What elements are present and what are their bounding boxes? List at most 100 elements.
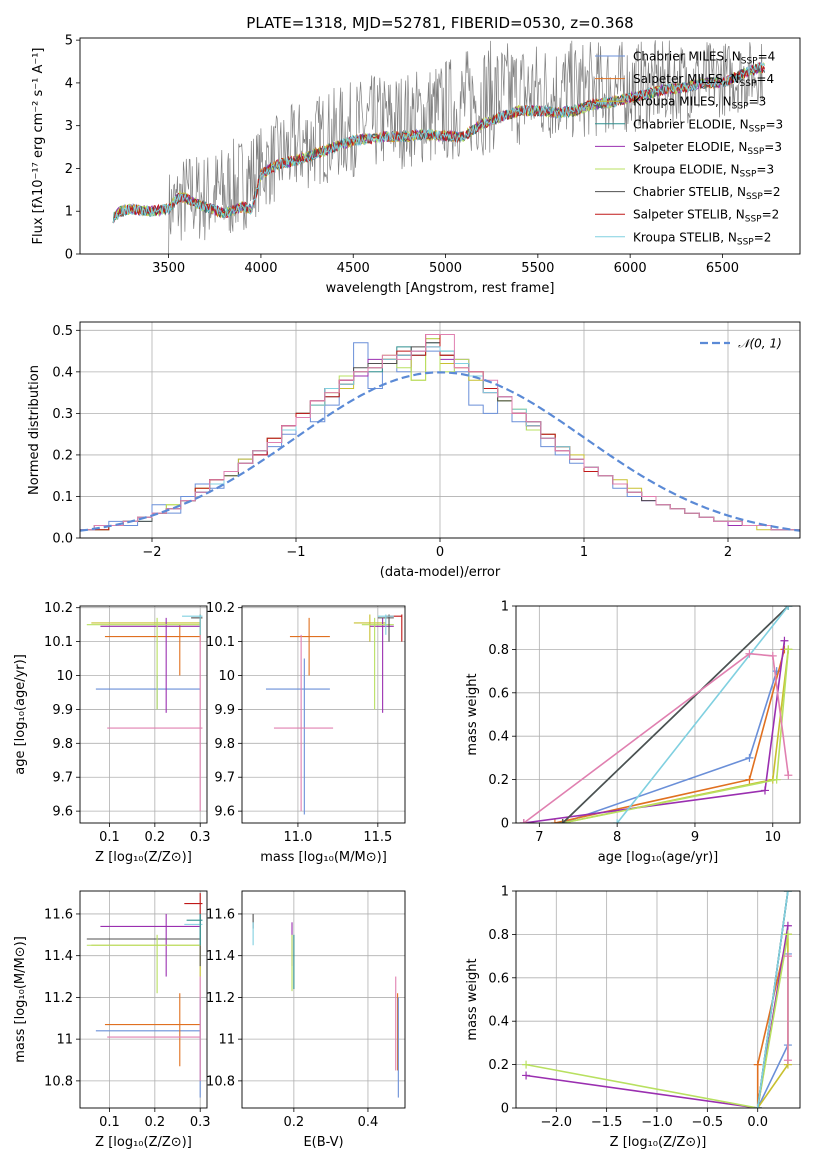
- panel-spectrum: 3500 4000 4500 5000 5500 6000 6500 0 1 2 3 4 5 wavele…: [31, 34, 801, 296]
- mass-weight-marker: [783, 921, 792, 930]
- plot-area: [522, 891, 792, 1108]
- mass-weight-line: [525, 925, 789, 1108]
- y-tick-label: 0.8: [488, 928, 509, 943]
- y-tick-label: 0.5: [52, 324, 73, 339]
- y-tick-label: 11: [218, 1033, 235, 1048]
- plot-area: [519, 606, 793, 823]
- axes-frame: [79, 890, 208, 1109]
- x-tick-label: 5500: [521, 261, 554, 276]
- legend-entry: Salpeter MILES, NSSP=4: [633, 72, 774, 89]
- y-tick-label: 10.2: [44, 601, 73, 616]
- x-tick-label: 0.2: [144, 830, 165, 845]
- x-tick-label: 4000: [244, 261, 277, 276]
- legend-entry: Chabrier MILES, NSSP=4: [633, 50, 775, 67]
- y-tick-label: 11.4: [44, 949, 73, 964]
- axes-frame: [241, 605, 406, 824]
- y-tick-label: 4: [65, 76, 73, 91]
- x-axis-label: (data-model)/error: [380, 565, 501, 580]
- y-tick-label: 0.8: [488, 643, 509, 658]
- x-tick-label: 0.1: [99, 1115, 120, 1130]
- y-tick-label: 0.6: [488, 686, 509, 701]
- x-axis-label: Z [log₁₀(Z/Z⊙)]: [610, 1135, 707, 1150]
- axes-frame: [79, 321, 801, 539]
- x-tick-label: 9: [691, 830, 699, 845]
- y-tick-label: 0.2: [52, 448, 73, 463]
- mass-weight-line: [562, 606, 789, 823]
- mass-weight-marker: [768, 651, 777, 660]
- y-tick-label: 11.4: [206, 949, 235, 964]
- panel-age_vs_mass: 11.0 11.5 9.6 9.7 9.8 9.9 10 10.1 10.2 mass [log₁…: [206, 601, 406, 865]
- axes-frame: [515, 890, 801, 1109]
- y-tick-label: 11.2: [206, 991, 235, 1006]
- x-tick-label: 0.2: [144, 1115, 165, 1130]
- mass-weight-marker: [783, 930, 792, 939]
- mass-weight-marker: [613, 819, 622, 823]
- x-tick-label: 2: [724, 545, 732, 560]
- mass-weight-marker: [784, 645, 793, 654]
- mass-weight-marker: [772, 775, 781, 784]
- x-tick-label: 10: [764, 830, 781, 845]
- mass-weight-marker: [522, 1071, 531, 1080]
- y-tick-label: 5: [65, 34, 73, 49]
- panel-mass_weight_vs_age: 7 8 9 10 0 0.2 0.4 0.6 0.8 1 age [log₁₀(age/yr)] ma…: [465, 600, 801, 865]
- mass-weight-line: [616, 606, 789, 823]
- x-axis-label: age [log₁₀(age/yr)]: [598, 850, 719, 865]
- panel-residuals: −2 −1 0 1 2 0.0 0.1 0.2 0.3 0.4 0.5 (data-model)/er…: [27, 321, 801, 580]
- mass-weight-marker: [753, 1060, 762, 1069]
- x-tick-label: −2: [142, 545, 161, 560]
- legend-entry: Kroupa STELIB, NSSP=2: [633, 230, 771, 247]
- mass-weight-marker: [745, 775, 754, 784]
- legend-entry: Kroupa ELODIE, NSSP=3: [633, 163, 774, 180]
- y-tick-label: 10: [56, 669, 73, 684]
- y-tick-label: 1: [501, 885, 509, 900]
- x-tick-label: 1: [580, 545, 588, 560]
- y-tick-label: 0: [501, 1102, 509, 1117]
- y-tick-label: 11.2: [44, 991, 73, 1006]
- mass-weight-marker: [783, 952, 792, 961]
- plot-area: [86, 614, 203, 812]
- mass-weight-marker: [519, 819, 528, 823]
- y-tick-label: 9.6: [214, 805, 235, 820]
- axes-frame: [515, 605, 801, 824]
- y-tick-label: 0.2: [488, 773, 509, 788]
- y-tick-label: 0: [65, 248, 73, 263]
- y-tick-label: 10.1: [44, 635, 73, 650]
- legend-entry: Salpeter ELODIE, NSSP=3: [633, 140, 782, 157]
- plot-area: [112, 40, 766, 254]
- y-tick-label: 10: [218, 669, 235, 684]
- x-tick-label: −1: [286, 545, 305, 560]
- axes-frame: [241, 890, 406, 1109]
- y-tick-label: 11.6: [44, 907, 73, 922]
- y-tick-label: 0.1: [52, 490, 73, 505]
- figure-title: PLATE=1318, MJD=52781, FIBERID=0530, z=0…: [246, 14, 633, 32]
- y-tick-label: 9.7: [52, 771, 73, 786]
- observed-spectrum: [168, 40, 764, 254]
- mass-weight-marker: [558, 819, 567, 823]
- legend-entry: Salpeter STELIB, NSSP=2: [633, 208, 779, 225]
- x-tick-label: 0.0: [747, 1115, 768, 1130]
- mass-weight-line: [523, 640, 786, 823]
- y-tick-label: 11.6: [206, 907, 235, 922]
- mass-weight-marker: [745, 753, 754, 762]
- mass-weight-marker: [753, 1104, 762, 1108]
- y-tick-label: 0.0: [52, 532, 73, 547]
- y-tick-label: 0.2: [488, 1058, 509, 1073]
- axes-frame: [79, 605, 208, 824]
- x-tick-label: 11.0: [283, 830, 312, 845]
- x-tick-label: 0.2: [284, 1115, 305, 1130]
- y-tick-label: 3: [65, 119, 73, 134]
- y-tick-label: 9.9: [214, 703, 235, 718]
- y-tick-label: 9.8: [214, 737, 235, 752]
- y-tick-label: 2: [65, 162, 73, 177]
- y-tick-label: 0.4: [488, 1015, 509, 1030]
- panel-mass_weight_vs_Z: −2.0 −1.5 −1.0 −0.5 0.0 0 0.2 0.4 0.6 0.8 1 Z [log₁…: [465, 885, 801, 1150]
- x-tick-label: 4500: [337, 261, 370, 276]
- legend-entry: Chabrier ELODIE, NSSP=3: [633, 117, 783, 134]
- y-tick-label: 10.8: [44, 1074, 73, 1089]
- x-tick-label: 7: [535, 830, 543, 845]
- y-tick-label: 0.6: [488, 971, 509, 986]
- x-tick-label: 6500: [706, 261, 739, 276]
- mass-weight-marker: [760, 786, 769, 795]
- y-axis-label: mass weight: [465, 673, 480, 755]
- legend-entry: Chabrier STELIB, NSSP=2: [633, 185, 781, 202]
